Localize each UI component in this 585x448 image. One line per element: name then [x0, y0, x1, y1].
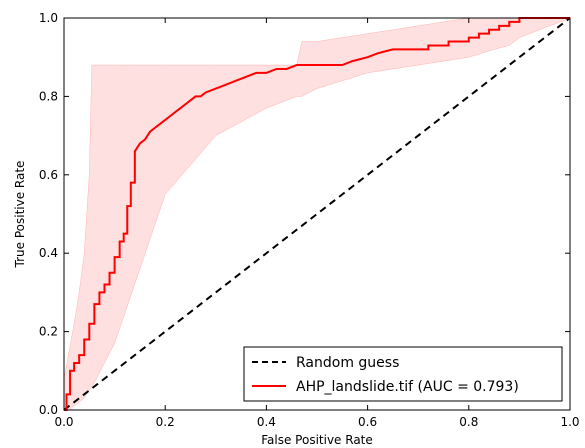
- confidence-band: [63, 17, 571, 411]
- roc-curve-line: [64, 17, 570, 411]
- legend: Random guess AHP_landslide.tif (AUC = 0.…: [243, 346, 563, 402]
- x-tick-label: 0.4: [257, 415, 276, 429]
- legend-entry-random-guess: Random guess: [296, 355, 399, 371]
- y-tick-label: 0.6: [39, 168, 58, 182]
- y-tick-label: 1.0: [39, 11, 58, 25]
- random-guess-line: [63, 17, 571, 411]
- x-axis-label: False Positive Rate: [261, 433, 373, 447]
- y-tick-label: 0.8: [39, 89, 58, 103]
- legend-box: [243, 346, 563, 402]
- confidence-band-layer: [63, 17, 571, 411]
- y-tick-label: 0.0: [39, 403, 58, 417]
- x-tick-label: 0.2: [156, 415, 175, 429]
- legend-entry-ahp-landslide: AHP_landslide.tif (AUC = 0.793): [296, 379, 519, 395]
- x-tick-label: 0.6: [358, 415, 377, 429]
- y-axis-label: True Positive Rate: [13, 161, 27, 269]
- x-tick-label: 0.8: [459, 415, 478, 429]
- series-lines-layer: [63, 17, 571, 411]
- axis-ticks-layer: 0.0 0.2 0.4 0.6 0.8 1.0 0.0 0.2 0.4 0.6 0.8 1.0: [39, 11, 580, 429]
- x-tick-label: 1.0: [560, 415, 579, 429]
- x-tick-label: 0.0: [54, 415, 73, 429]
- plot-frame: [63, 17, 571, 411]
- y-tick-label: 0.2: [39, 325, 58, 339]
- y-tick-label: 0.4: [39, 246, 58, 260]
